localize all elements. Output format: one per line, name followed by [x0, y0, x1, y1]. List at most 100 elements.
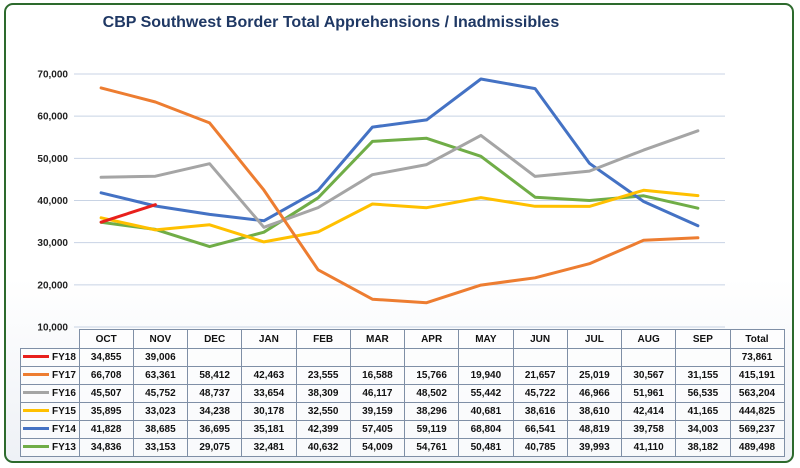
data-label: 51,961	[620, 384, 677, 403]
legend-entry: FY16	[20, 384, 80, 403]
category-label: FEB	[295, 329, 351, 349]
y-tick-label: 60,000	[37, 112, 68, 123]
legend-entry: FY14	[20, 420, 80, 439]
data-label: 33,153	[132, 438, 189, 457]
data-label: 59,119	[403, 420, 460, 439]
table-row: FY17 66,708 63,361 58,412 42,463 23,555 16,588…	[20, 366, 785, 385]
category-label: APR	[403, 329, 460, 349]
data-label: 33,023	[132, 402, 189, 421]
data-label: 40,785	[512, 438, 568, 457]
data-label: 38,685	[132, 420, 189, 439]
total-value: 489,498	[729, 438, 785, 457]
series-line-fy17	[99, 86, 700, 305]
data-label: 38,296	[403, 402, 460, 421]
data-label: 41,110	[620, 438, 677, 457]
category-label: OCT	[78, 329, 134, 349]
legend-swatch	[23, 354, 49, 358]
legend-label: FY13	[52, 442, 76, 453]
data-label: 68,804	[458, 420, 514, 439]
data-label: 38,610	[566, 402, 623, 421]
data-label: 66,541	[512, 420, 568, 439]
total-value: 444,825	[729, 402, 785, 421]
data-label: 34,003	[675, 420, 731, 439]
table-corner	[20, 329, 80, 349]
series-line-fy14	[99, 77, 700, 228]
data-label: 40,681	[458, 402, 514, 421]
data-label	[458, 348, 514, 367]
category-label: NOV	[132, 329, 189, 349]
legend-entry: FY18	[20, 348, 80, 367]
data-label: 34,836	[78, 438, 134, 457]
data-label: 23,555	[295, 366, 351, 385]
series-lines	[99, 77, 700, 305]
data-label: 35,895	[78, 402, 134, 421]
legend-swatch	[23, 390, 49, 394]
data-label: 48,502	[403, 384, 460, 403]
data-label: 31,155	[675, 366, 731, 385]
legend-entry: FY15	[20, 402, 80, 421]
total-value: 73,861	[729, 348, 785, 367]
data-label: 42,463	[241, 366, 297, 385]
y-tick-label: 70,000	[37, 70, 68, 81]
category-label: DEC	[186, 329, 243, 349]
data-label: 38,182	[675, 438, 731, 457]
legend-swatch	[23, 444, 49, 448]
data-label	[295, 348, 351, 367]
y-tick-label: 50,000	[37, 154, 68, 165]
data-label: 16,588	[349, 366, 406, 385]
data-label: 58,412	[186, 366, 243, 385]
y-axis-ticks: 10,000 20,000 30,000 40,000 50,000 60,000 70,0…	[37, 70, 68, 334]
data-label: 45,507	[78, 384, 134, 403]
data-label: 39,006	[132, 348, 189, 367]
data-label: 21,657	[512, 366, 568, 385]
data-label	[403, 348, 460, 367]
table-row: FY16 45,507 45,752 48,737 33,654 38,309 46,117…	[20, 384, 785, 403]
legend-label: FY14	[52, 424, 76, 435]
chart-title: CBP Southwest Border Total Apprehensions…	[102, 14, 560, 31]
data-label: 42,399	[295, 420, 351, 439]
y-tick-label: 20,000	[37, 280, 68, 291]
chart-frame: CBP Southwest Border Total Apprehensions…	[4, 3, 794, 463]
data-label	[620, 348, 677, 367]
legend-swatch	[23, 426, 49, 430]
data-label	[566, 348, 623, 367]
series-line-fy16	[99, 129, 700, 229]
data-label	[349, 348, 406, 367]
total-value: 569,237	[729, 420, 785, 439]
data-label: 39,758	[620, 420, 677, 439]
category-label: MAR	[349, 329, 406, 349]
data-label: 32,550	[295, 402, 351, 421]
table-row: FY15 35,895 33,023 34,238 30,178 32,550 39,159…	[20, 402, 785, 421]
data-label: 66,708	[78, 366, 134, 385]
total-value: 563,204	[729, 384, 785, 403]
data-label: 46,966	[566, 384, 623, 403]
table-header-row: OCT NOV DEC JAN FEB MAR APR MAY JUN JUL AUG SEP Tota…	[20, 329, 785, 349]
data-label: 35,181	[241, 420, 297, 439]
table-row: FY13 34,836 33,153 29,075 32,481 40,632 54,009…	[20, 438, 785, 457]
data-label: 33,654	[241, 384, 297, 403]
y-tick-label: 30,000	[37, 238, 68, 249]
legend-entry: FY17	[20, 366, 80, 385]
category-label: MAY	[458, 329, 514, 349]
data-label: 48,819	[566, 420, 623, 439]
series-line-fy15	[99, 188, 700, 244]
category-label: JAN	[241, 329, 297, 349]
table-row: FY18 34,855 39,006 73,861	[20, 348, 785, 367]
data-label: 34,855	[78, 348, 134, 367]
legend-label: FY15	[52, 406, 76, 417]
data-label: 54,009	[349, 438, 406, 457]
data-label: 54,761	[403, 438, 460, 457]
data-label: 25,019	[566, 366, 623, 385]
y-tick-label: 10,000	[37, 323, 68, 334]
data-table: OCT NOV DEC JAN FEB MAR APR MAY JUN JUL AUG SEP Tota…	[20, 329, 785, 457]
data-label: 46,117	[349, 384, 406, 403]
data-label: 50,481	[458, 438, 514, 457]
data-label: 41,828	[78, 420, 134, 439]
category-label: SEP	[675, 329, 731, 349]
category-label: JUN	[512, 329, 568, 349]
data-label: 30,567	[620, 366, 677, 385]
total-header: Total	[729, 329, 785, 349]
data-label: 30,178	[241, 402, 297, 421]
category-label: JUL	[566, 329, 623, 349]
legend-swatch	[23, 408, 49, 412]
